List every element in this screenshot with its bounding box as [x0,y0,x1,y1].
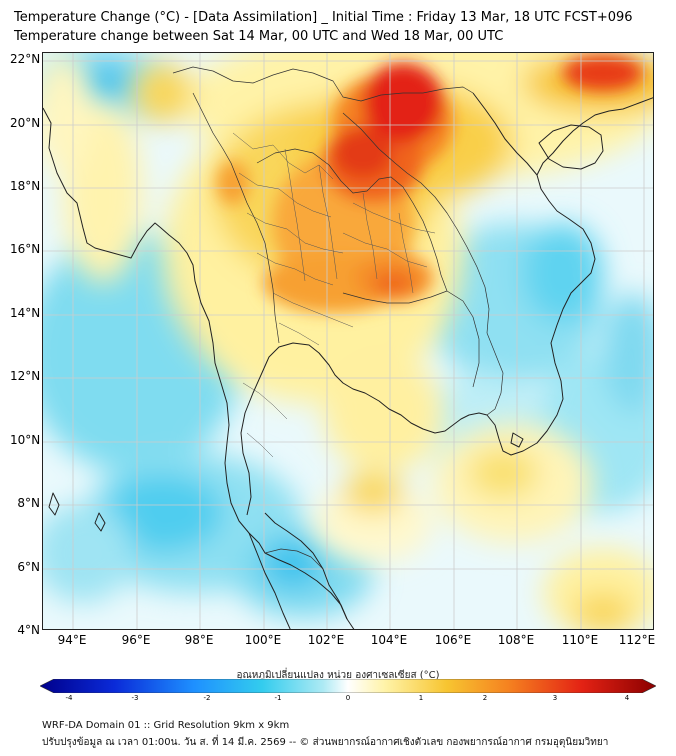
colorbar [40,679,656,693]
lat-label-8n: 8°N [17,496,40,510]
country-borders [172,66,504,570]
lat-label-20n: 20°N [10,116,41,130]
lon-label-96e: 96°E [121,633,151,647]
border-thailand-laos [256,148,448,292]
coastline-hainan [538,124,604,170]
coastline-gulf-tonkin [472,92,538,176]
coastline-myanmar-bay [43,107,355,629]
border-malaysia-thailand [264,548,324,570]
border-china [172,66,474,102]
island-coast-3 [510,432,524,448]
lat-label-10n: 10°N [10,433,41,447]
province-borders [232,132,436,458]
map-subtitle: Temperature change between Sat 14 Mar, 0… [14,29,504,44]
coastline-malay-peninsula [248,532,291,629]
lon-label-104e: 104°E [370,633,408,647]
temperature-change-map [42,52,654,630]
colorbar-title: อุณหภูมิเปลี่ยนแปลง หน่วย องศาเซลเซียส (… [236,670,440,681]
coastlines [43,92,653,629]
lon-label-100e: 100°E [244,633,282,647]
colorbar-tick-2: 2 [482,694,488,702]
colorbar-tick-neg1: -1 [274,694,282,702]
map-title: Temperature Change (°C) - [Data Assimila… [14,10,633,25]
island-coast-2 [94,512,106,532]
lon-label-94e: 94°E [57,633,87,647]
coastline-malay-east [264,512,348,620]
map-svg [43,53,653,629]
lat-label-12n: 12°N [10,369,41,383]
update-credit: ปรับปรุงข้อมูล ณ เวลา 01:00น. วัน ส. ที่… [42,737,609,748]
border-myanmar-thailand [192,92,280,344]
coastline-cambodia-vietnam [486,97,653,456]
colorbar-tick-1: 1 [418,694,424,702]
lon-label-110e: 110°E [561,633,599,647]
border-cambodia-vietnam [486,332,504,416]
lat-label-22n: 22°N [10,52,41,66]
lon-label-102e: 102°E [307,633,345,647]
colorbar-tick-neg3: -3 [131,694,139,702]
colorbar-tick-neg4: -4 [65,694,73,702]
colorbar-tick-3: 3 [552,694,558,702]
lat-label-4n: 4°N [17,623,40,637]
lon-label-98e: 98°E [184,633,214,647]
graticule [43,53,653,629]
lon-label-112e: 112°E [618,633,656,647]
colorbar-tick-0: 0 [345,694,351,702]
model-info: WRF-DA Domain 01 :: Grid Resolution 9km … [42,720,290,731]
lon-label-106e: 106°E [434,633,472,647]
border-laos-vietnam [342,112,490,334]
lat-label-18n: 18°N [10,179,41,193]
lat-label-16n: 16°N [10,242,41,256]
border-thailand-cambodia [342,290,480,388]
colorbar-tick-4: 4 [624,694,630,702]
coastline-gulf-thailand [240,342,488,516]
colorbar-tick-neg2: -2 [203,694,211,702]
lat-label-6n: 6°N [17,560,40,574]
island-coast-1 [48,492,60,516]
lon-label-108e: 108°E [497,633,535,647]
lat-label-14n: 14°N [10,306,41,320]
colorbar-bar [40,679,656,693]
